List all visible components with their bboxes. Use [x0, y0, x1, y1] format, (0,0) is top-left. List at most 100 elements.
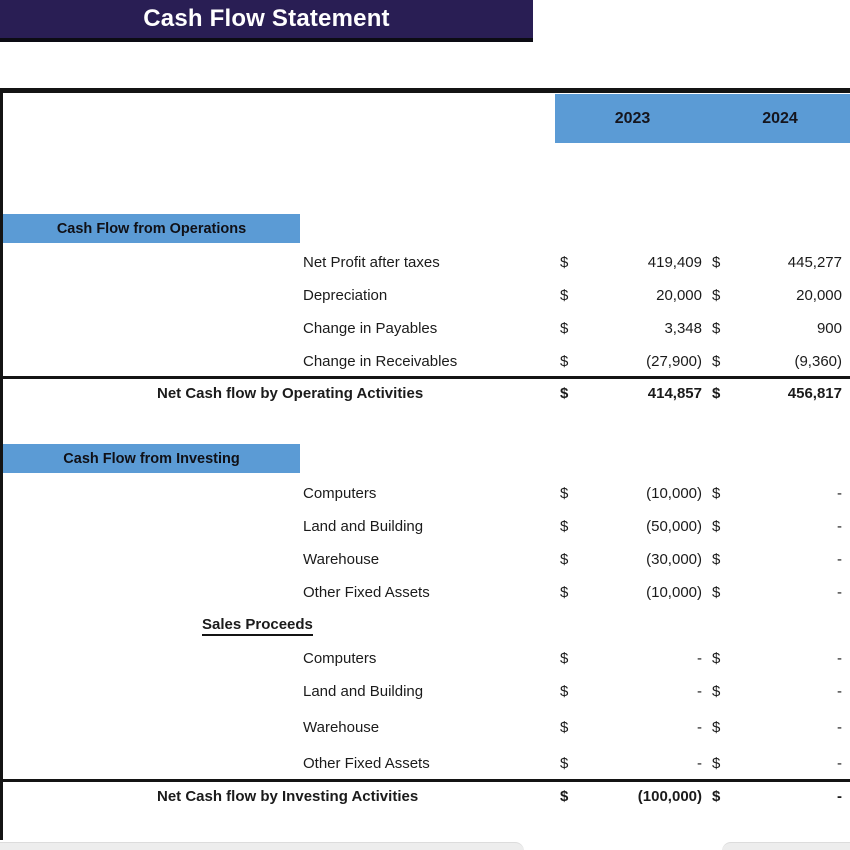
currency-symbol: $ [560, 788, 569, 805]
table-row: Other Fixed Assets $ (10,000) $ - [0, 582, 850, 604]
currency-symbol: $ [712, 788, 721, 805]
currency-symbol: $ [560, 320, 569, 337]
value-2023: (10,000) [646, 485, 702, 502]
value-2023: - [697, 683, 702, 700]
value-2023: 3,348 [664, 320, 702, 337]
section-header-investing: Cash Flow from Investing [3, 444, 300, 473]
total-label: Net Cash flow by Operating Activities [157, 385, 424, 402]
table-row: Computers $ (10,000) $ - [0, 483, 850, 505]
value-2023: (10,000) [646, 584, 702, 601]
value-2023: - [697, 650, 702, 667]
currency-symbol: $ [712, 485, 721, 502]
section-header-label: Cash Flow from Operations [56, 220, 247, 237]
value-2024: 900 [816, 320, 842, 337]
year-header-2024: 2024 [762, 109, 798, 127]
total-label: Net Cash flow by Investing Activities [157, 788, 419, 805]
total-rule-line [0, 376, 850, 379]
bottom-gray-bar-left [0, 842, 524, 850]
currency-symbol: $ [560, 683, 569, 700]
value-2024: - [837, 518, 842, 535]
section-header-operations: Cash Flow from Operations [3, 214, 300, 243]
total-value-2023: 414,857 [647, 385, 702, 402]
row-label: Computers [303, 485, 377, 502]
currency-symbol: $ [560, 650, 569, 667]
row-label: Other Fixed Assets [303, 755, 430, 772]
total-value-2024: 456,817 [787, 385, 842, 402]
row-label: Land and Building [303, 518, 424, 535]
title-banner: Cash Flow Statement [0, 0, 533, 42]
value-2024: (9,360) [794, 353, 842, 370]
total-row-investing: Net Cash flow by Investing Activities $ … [0, 786, 850, 808]
row-label: Other Fixed Assets [303, 584, 430, 601]
table-row: Warehouse $ (30,000) $ - [0, 549, 850, 571]
subheader-sales-proceeds: Sales Proceeds [202, 615, 313, 637]
currency-symbol: $ [712, 385, 721, 402]
currency-symbol: $ [712, 287, 721, 304]
value-2023: (50,000) [646, 518, 702, 535]
row-label: Warehouse [303, 551, 380, 568]
table-row: Warehouse $ - $ - [0, 717, 850, 739]
currency-symbol: $ [712, 353, 721, 370]
table-row: Depreciation $ 20,000 $ 20,000 [0, 285, 850, 307]
row-label: Computers [303, 650, 377, 667]
currency-symbol: $ [560, 385, 569, 402]
table-row: Change in Payables $ 3,348 $ 900 [0, 318, 850, 340]
currency-symbol: $ [712, 320, 721, 337]
row-label: Net Profit after taxes [303, 254, 440, 271]
currency-symbol: $ [712, 650, 721, 667]
currency-symbol: $ [712, 719, 721, 736]
row-label: Depreciation [303, 287, 388, 304]
total-value-2023: (100,000) [637, 788, 702, 805]
table-row: Net Profit after taxes $ 419,409 $ 445,2… [0, 252, 850, 274]
value-2024: 20,000 [796, 287, 842, 304]
table-row: Other Fixed Assets $ - $ - [0, 753, 850, 775]
row-label: Land and Building [303, 683, 424, 700]
currency-symbol: $ [560, 254, 569, 271]
currency-symbol: $ [560, 485, 569, 502]
value-2023: - [697, 755, 702, 772]
table-row: Change in Receivables $ (27,900) $ (9,36… [0, 351, 850, 373]
table-row: Computers $ - $ - [0, 648, 850, 670]
total-value-2024: - [837, 788, 842, 805]
subheader-label: Sales Proceeds [202, 616, 313, 636]
currency-symbol: $ [712, 518, 721, 535]
table-top-border [0, 88, 850, 93]
currency-symbol: $ [712, 551, 721, 568]
currency-symbol: $ [560, 755, 569, 772]
value-2023: (30,000) [646, 551, 702, 568]
row-label: Change in Payables [303, 320, 438, 337]
page-title: Cash Flow Statement [143, 5, 390, 32]
currency-symbol: $ [560, 584, 569, 601]
currency-symbol: $ [712, 584, 721, 601]
bottom-gray-bar-right [722, 842, 850, 850]
currency-symbol: $ [712, 755, 721, 772]
currency-symbol: $ [712, 683, 721, 700]
value-2024: - [837, 485, 842, 502]
table-row: Land and Building $ - $ - [0, 681, 850, 703]
value-2024: - [837, 650, 842, 667]
row-label: Warehouse [303, 719, 380, 736]
currency-symbol: $ [560, 719, 569, 736]
year-header-2023: 2023 [614, 109, 651, 127]
year-header-row: 2023 2024 [555, 94, 850, 143]
value-2023: 419,409 [647, 254, 702, 271]
value-2024: 445,277 [787, 254, 842, 271]
value-2024: - [837, 584, 842, 601]
section-header-label: Cash Flow from Investing [63, 450, 240, 467]
value-2024: - [837, 551, 842, 568]
currency-symbol: $ [560, 287, 569, 304]
row-label: Change in Receivables [303, 353, 458, 370]
value-2023: - [697, 719, 702, 736]
table-left-border [0, 88, 3, 840]
total-row-operating: Net Cash flow by Operating Activities $ … [0, 383, 850, 405]
currency-symbol: $ [712, 254, 721, 271]
value-2024: - [837, 719, 842, 736]
value-2024: - [837, 755, 842, 772]
value-2023: 20,000 [656, 287, 702, 304]
currency-symbol: $ [560, 353, 569, 370]
value-2024: - [837, 683, 842, 700]
currency-symbol: $ [560, 551, 569, 568]
total-rule-line [0, 779, 850, 782]
value-2023: (27,900) [646, 353, 702, 370]
